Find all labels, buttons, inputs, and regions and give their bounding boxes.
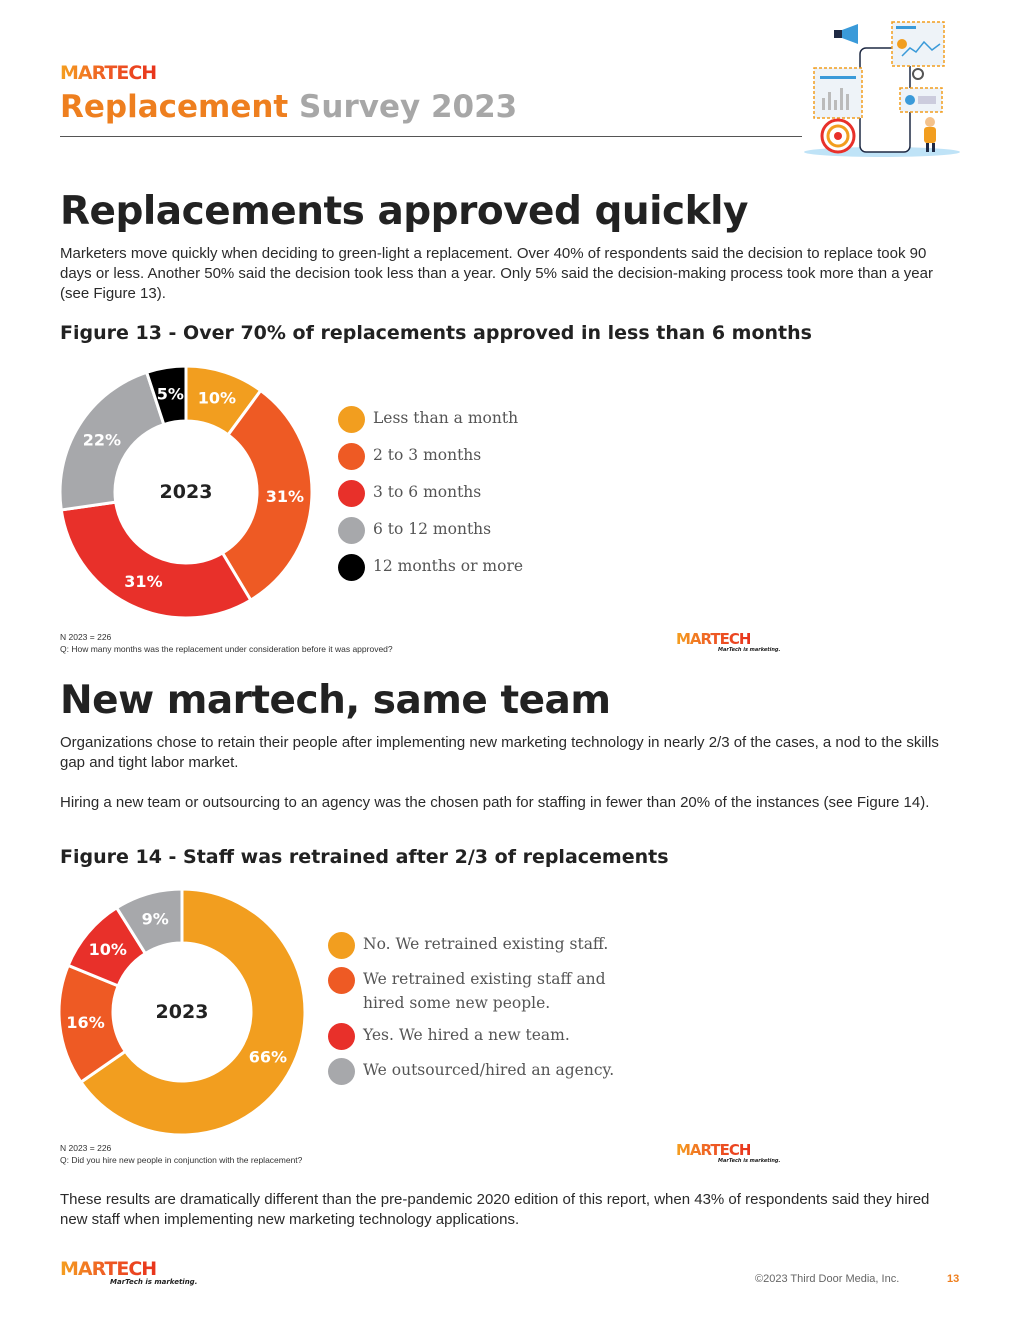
marketing-dashboard-illustration xyxy=(804,21,960,157)
donut-slice-label: 22% xyxy=(83,430,121,449)
figure13-sample-note: N 2023 = 226 xyxy=(60,632,112,642)
figure14-title: Figure 14 - Staff was retrained after 2/… xyxy=(60,846,669,868)
legend-swatch xyxy=(328,967,355,994)
donut-center-label: 2023 xyxy=(156,1001,209,1023)
figure13-watermark-logo: MARTECH xyxy=(676,630,751,648)
legend-item: 6 to 12 months xyxy=(338,517,523,544)
legend-label: Less than a month xyxy=(373,409,519,427)
legend-swatch xyxy=(328,932,355,959)
donut-slice xyxy=(78,888,307,1137)
donut-center-label: 2023 xyxy=(160,481,213,503)
legend-swatch xyxy=(328,1058,355,1085)
donut-slice-label: 10% xyxy=(89,940,127,959)
legend-swatch xyxy=(328,1023,355,1050)
section1-heading: Replacements approved quickly xyxy=(60,189,748,234)
legend-swatch xyxy=(338,554,365,581)
legend-swatch xyxy=(338,480,365,507)
donut-slice xyxy=(114,888,184,956)
legend-label: 3 to 6 months xyxy=(373,483,482,501)
donut-slice xyxy=(220,388,314,603)
donut-slice-label: 16% xyxy=(66,1013,104,1032)
donut-slice xyxy=(59,500,253,620)
section1-paragraph: Marketers move quickly when deciding to … xyxy=(60,245,933,302)
legend-label: 12 months or more xyxy=(373,557,524,575)
donut-slice-label: 9% xyxy=(142,909,169,928)
figure14-question-note: Q: Did you hire new people in conjunctio… xyxy=(60,1155,303,1165)
legend-item: 12 months or more xyxy=(338,554,523,581)
figure13-watermark-tagline: MarTech is marketing. xyxy=(718,647,781,653)
figure14-watermark-tagline: MarTech is marketing. xyxy=(718,1158,781,1164)
legend-swatch xyxy=(338,406,365,433)
legend-item: 3 to 6 months xyxy=(338,480,523,507)
footer-logo: MARTECH xyxy=(60,1258,157,1280)
footer-page-number: 13 xyxy=(947,1273,960,1285)
header-logo: MARTECH xyxy=(60,62,157,84)
section2-heading: New martech, same team xyxy=(60,678,611,723)
header-divider xyxy=(60,136,802,137)
legend-item: We outsourced/hired an agency. xyxy=(328,1058,648,1085)
footer-copyright: ©2023 Third Door Media, Inc. xyxy=(755,1273,900,1285)
legend-label: Yes. We hired a new team. xyxy=(363,1026,570,1044)
legend-swatch xyxy=(338,517,365,544)
figure14-donut-chart: 66% 16% 10% 9% 2023 xyxy=(58,888,307,1137)
legend-item: Less than a month xyxy=(338,406,523,433)
legend-item: We retrained existing staff and hired so… xyxy=(328,967,648,1015)
legend-item: Yes. We hired a new team. xyxy=(328,1023,648,1050)
legend-item: 2 to 3 months xyxy=(338,443,523,470)
legend-label: 6 to 12 months xyxy=(373,520,492,538)
header-title-part1: Replacement xyxy=(60,89,289,125)
figure14-sample-note: N 2023 = 226 xyxy=(60,1143,112,1153)
header-title: Replacement Survey 2023 xyxy=(60,92,517,123)
section2-paragraph1: Organizations chose to retain their peop… xyxy=(60,734,939,771)
legend-label: 2 to 3 months xyxy=(373,446,482,464)
figure13-title: Figure 13 - Over 70% of replacements app… xyxy=(60,322,812,344)
figure13-donut-chart: 10% 31% 31% 22% 5% 2023 xyxy=(58,366,314,620)
figure13-legend: Less than a month 2 to 3 months 3 to 6 m… xyxy=(338,406,523,581)
figure14-watermark-logo: MARTECH xyxy=(676,1141,751,1159)
closing-paragraph: These results are dramatically different… xyxy=(60,1191,930,1228)
legend-label: We retrained existing staff and hired so… xyxy=(363,970,606,1012)
donut-slice xyxy=(144,366,188,427)
legend-label: No. We retrained existing staff. xyxy=(363,935,609,953)
figure13-question-note: Q: How many months was the replacement u… xyxy=(60,644,393,654)
donut-slice-label: 31% xyxy=(266,487,304,506)
figure14-legend: No. We retrained existing staff. We retr… xyxy=(328,932,648,1085)
donut-slice-label: 31% xyxy=(124,572,162,591)
legend-swatch xyxy=(338,443,365,470)
section2-paragraph2: Hiring a new team or outsourcing to an a… xyxy=(60,794,930,811)
legend-item: No. We retrained existing staff. xyxy=(328,932,648,959)
legend-label: We outsourced/hired an agency. xyxy=(363,1061,615,1079)
donut-slice-label: 66% xyxy=(249,1047,287,1066)
footer-tagline: MarTech is marketing. xyxy=(110,1278,198,1286)
header-title-part2: Survey 2023 xyxy=(299,89,518,125)
donut-slice-label: 5% xyxy=(157,385,184,404)
donut-slice-label: 10% xyxy=(198,388,236,407)
